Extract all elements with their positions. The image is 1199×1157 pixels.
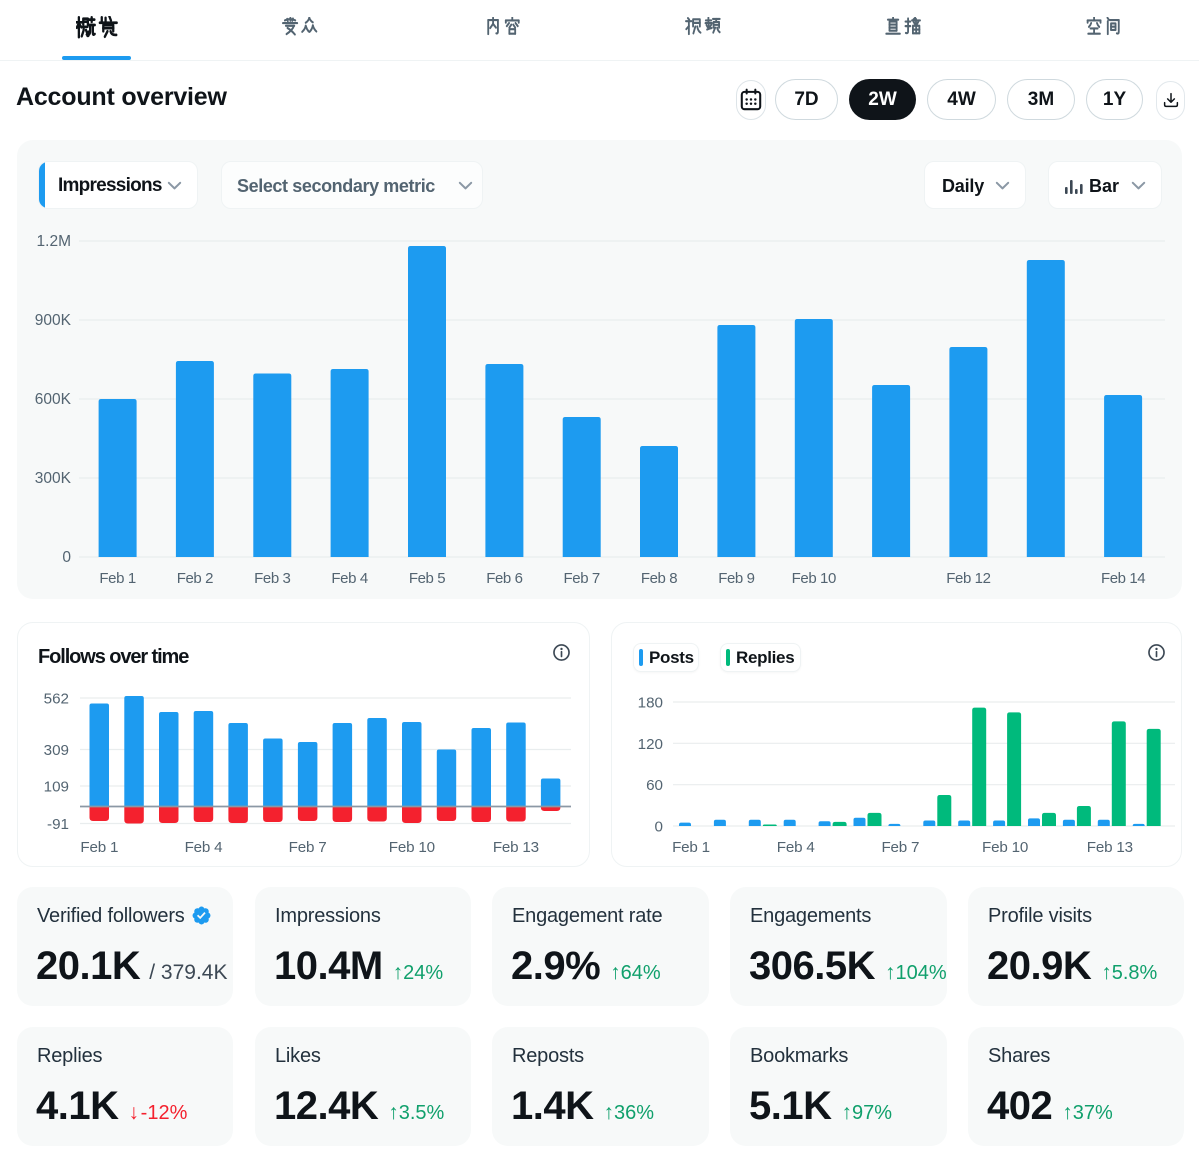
svg-text:Feb 5: Feb 5: [409, 570, 445, 587]
svg-text:Feb 3: Feb 3: [254, 570, 290, 587]
svg-text:Feb 13: Feb 13: [493, 839, 539, 856]
svg-text:Feb 10: Feb 10: [389, 839, 435, 856]
svg-text:Feb 10: Feb 10: [982, 839, 1028, 856]
svg-text:1.2M: 1.2M: [37, 233, 71, 250]
svg-text:Feb 1: Feb 1: [672, 839, 710, 856]
svg-text:Feb 2: Feb 2: [177, 570, 213, 587]
svg-text:562: 562: [44, 691, 69, 708]
svg-text:Feb 10: Feb 10: [792, 570, 836, 587]
svg-text:0: 0: [655, 819, 663, 836]
svg-text:Feb 6: Feb 6: [486, 570, 522, 587]
svg-text:600K: 600K: [35, 391, 72, 408]
svg-text:60: 60: [646, 777, 663, 794]
svg-text:Feb 14: Feb 14: [1101, 570, 1145, 587]
svg-text:120: 120: [638, 736, 663, 753]
svg-text:900K: 900K: [35, 312, 72, 329]
svg-text:180: 180: [638, 695, 663, 712]
svg-text:Feb 7: Feb 7: [289, 839, 327, 856]
svg-text:Feb 13: Feb 13: [1087, 839, 1133, 856]
svg-text:Feb 1: Feb 1: [99, 570, 135, 587]
svg-text:300K: 300K: [35, 470, 72, 487]
svg-text:Feb 9: Feb 9: [718, 570, 754, 587]
svg-text:309: 309: [44, 742, 69, 759]
svg-text:Feb 12: Feb 12: [946, 570, 990, 587]
svg-text:109: 109: [44, 779, 69, 796]
svg-text:Feb 4: Feb 4: [185, 839, 223, 856]
svg-text:0: 0: [62, 549, 71, 566]
svg-text:Feb 7: Feb 7: [564, 570, 600, 587]
svg-text:Feb 4: Feb 4: [331, 570, 367, 587]
svg-text:Feb 8: Feb 8: [641, 570, 677, 587]
svg-text:Feb 4: Feb 4: [777, 839, 815, 856]
svg-text:Feb 1: Feb 1: [80, 839, 118, 856]
svg-text:-91: -91: [47, 816, 69, 833]
svg-text:Feb 7: Feb 7: [881, 839, 919, 856]
